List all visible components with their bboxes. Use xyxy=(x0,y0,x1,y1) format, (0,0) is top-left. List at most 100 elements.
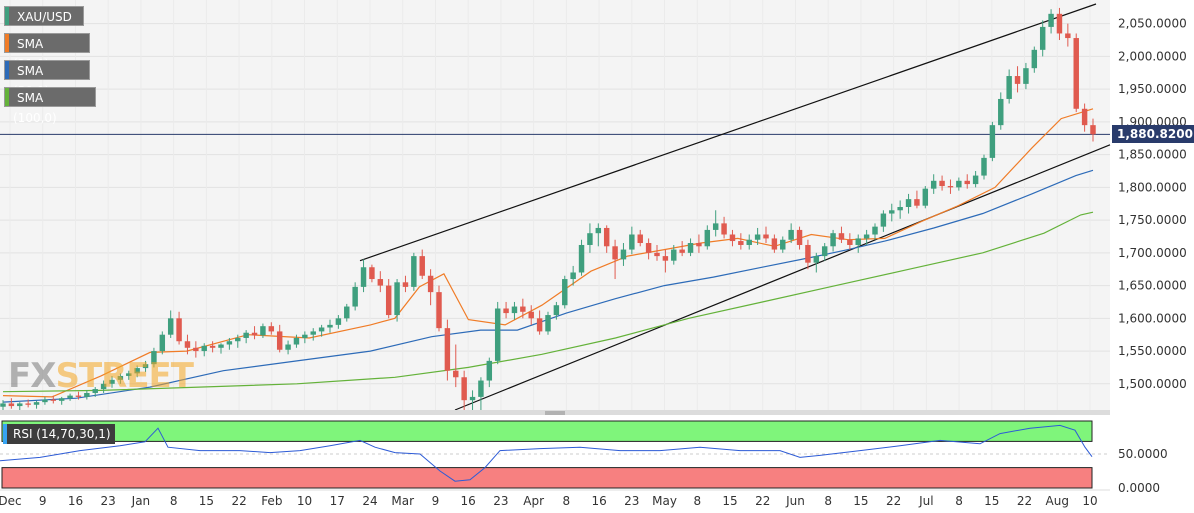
candle-body xyxy=(511,306,518,314)
rsi-legend[interactable]: RSI (14,70,30,1) xyxy=(3,424,115,444)
candle-body xyxy=(763,234,769,239)
candle-body xyxy=(385,285,392,316)
candle-body xyxy=(629,234,635,250)
x-tick-label: Jun xyxy=(785,494,805,508)
legend-sma21[interactable]: SMA (21,0) xyxy=(4,33,90,71)
candle-body xyxy=(855,238,861,245)
y-tick-label: 1,500.0000 xyxy=(1118,377,1187,391)
candle-body xyxy=(142,364,149,369)
candle-body xyxy=(402,282,409,287)
candle-body xyxy=(1081,108,1088,126)
axis-bg xyxy=(1110,0,1194,513)
candle-body xyxy=(1039,26,1046,50)
x-tick-label: 15 xyxy=(199,494,214,508)
legend-sma100[interactable]: SMA (100,0) xyxy=(4,87,96,125)
legend-label: SMA (100,0) xyxy=(13,91,57,125)
x-tick-label: 16 xyxy=(591,494,606,508)
candle-body xyxy=(360,267,367,287)
x-tick-label: 8 xyxy=(824,494,832,508)
candle-body xyxy=(863,234,870,239)
candle-body xyxy=(520,306,526,312)
x-tick-label: 22 xyxy=(886,494,901,508)
candle-body xyxy=(33,402,40,405)
candle-body xyxy=(847,239,853,245)
candle-body xyxy=(897,207,903,211)
candle-body xyxy=(243,332,249,338)
candle-body xyxy=(562,279,568,306)
candle-body xyxy=(126,373,132,376)
candle-body xyxy=(637,234,643,244)
candle-body xyxy=(981,157,987,176)
legend-xauusd[interactable]: XAU/USD xyxy=(4,6,84,26)
y-tick-label: 1,600.0000 xyxy=(1118,311,1187,325)
fxstreet-logo: FXSTREET xyxy=(8,356,194,396)
legend-sma50[interactable]: SMA (50,0) xyxy=(4,60,90,98)
candle-body xyxy=(134,368,140,374)
legend-label: XAU/USD xyxy=(17,10,72,24)
candle-body xyxy=(469,396,476,401)
candle-body xyxy=(830,233,836,247)
candle-body xyxy=(880,213,887,227)
rsi-tick-label: 0.0000 xyxy=(1118,481,1160,495)
candle-body xyxy=(972,175,979,185)
y-tick-label: 1,650.0000 xyxy=(1118,279,1187,293)
logo-fx: FX xyxy=(8,356,56,396)
candle-body xyxy=(151,351,157,365)
x-tick-label: 22 xyxy=(1017,494,1032,508)
x-tick-label: Apr xyxy=(523,494,544,508)
candle-body xyxy=(276,331,283,350)
candle-body xyxy=(671,249,677,261)
candle-body xyxy=(494,308,501,361)
x-tick-label: 23 xyxy=(493,494,508,508)
rsi-oversold-zone xyxy=(1,467,1093,489)
candle-body xyxy=(738,241,744,245)
candle-body xyxy=(729,234,736,242)
candle-body xyxy=(947,186,954,188)
candle-body xyxy=(754,234,761,240)
x-tick-label: Jul xyxy=(918,494,933,508)
x-tick-label: Jan xyxy=(131,494,151,508)
legend-swatch xyxy=(5,34,9,52)
candle-body xyxy=(872,226,878,235)
rsi-label-text: RSI (14,70,30,1) xyxy=(13,427,111,441)
y-tick-label: 2,050.0000 xyxy=(1118,17,1187,31)
candle-body xyxy=(838,233,845,240)
x-tick-label: 22 xyxy=(755,494,770,508)
sma-line xyxy=(2,169,1094,403)
x-tick-label: 8 xyxy=(563,494,571,508)
x-tick-label: 8 xyxy=(170,494,178,508)
candle-body xyxy=(1048,13,1054,27)
candle-body xyxy=(84,392,90,397)
candle-body xyxy=(780,239,786,250)
x-tick-label: 10 xyxy=(1082,494,1097,508)
x-tick-label: 24 xyxy=(362,494,377,508)
candle-body xyxy=(25,403,31,405)
x-tick-label: Dec xyxy=(0,494,22,508)
y-tick-label: 1,550.0000 xyxy=(1118,344,1187,358)
candle-body xyxy=(679,249,685,253)
y-tick-label: 1,950.0000 xyxy=(1118,82,1187,96)
candle-body xyxy=(394,282,400,316)
candle-body xyxy=(696,243,702,247)
x-tick-label: 15 xyxy=(722,494,737,508)
candle-body xyxy=(528,311,534,319)
rsi-tick-label: 50.0000 xyxy=(1118,447,1168,461)
candle-body xyxy=(889,210,895,214)
y-tick-label: 1,850.0000 xyxy=(1118,148,1187,162)
candle-body xyxy=(771,238,778,250)
legend-swatch xyxy=(5,88,9,106)
candle-body xyxy=(327,324,333,328)
x-tick-label: 23 xyxy=(101,494,116,508)
candle-body xyxy=(335,318,342,325)
legend-swatch xyxy=(5,61,9,79)
candle-body xyxy=(42,399,48,403)
candle-body xyxy=(218,344,224,348)
candle-body xyxy=(687,243,694,253)
candle-body xyxy=(461,377,467,401)
candle-body xyxy=(905,199,912,207)
candle-body xyxy=(813,256,820,263)
candle-body xyxy=(578,244,585,273)
candle-body xyxy=(285,344,291,350)
x-tick-label: 15 xyxy=(853,494,868,508)
candle-body xyxy=(176,318,182,342)
